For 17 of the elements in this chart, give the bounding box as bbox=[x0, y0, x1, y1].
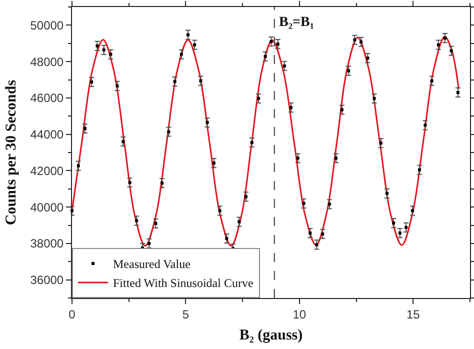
y-tick-label: 36000 bbox=[30, 273, 64, 288]
y-tick-label: 48000 bbox=[30, 54, 64, 69]
y-tick-label: 46000 bbox=[30, 91, 64, 106]
y-tick-label: 44000 bbox=[30, 128, 64, 142]
x-tick-label: 15 bbox=[406, 307, 420, 322]
y-tick-label: 42000 bbox=[30, 164, 64, 178]
x-tick-label: 0 bbox=[68, 307, 76, 322]
y-tick-label: 38000 bbox=[30, 236, 64, 251]
x-tick-label: 10 bbox=[292, 307, 306, 322]
legend-label: Measured Value bbox=[113, 257, 190, 272]
y-tick-label: 40000 bbox=[30, 200, 64, 214]
x-axis-title: B₂ (gauss) bbox=[239, 327, 303, 344]
legend-label: Fitted With Sinusoidal Curve bbox=[113, 276, 254, 290]
ref-line-label: B₂=B₁ bbox=[279, 15, 314, 30]
y-tick-label: 50000 bbox=[30, 18, 64, 32]
y-axis-title: Counts per 30 Seconds bbox=[3, 80, 20, 226]
x-tick-label: 5 bbox=[182, 307, 190, 322]
